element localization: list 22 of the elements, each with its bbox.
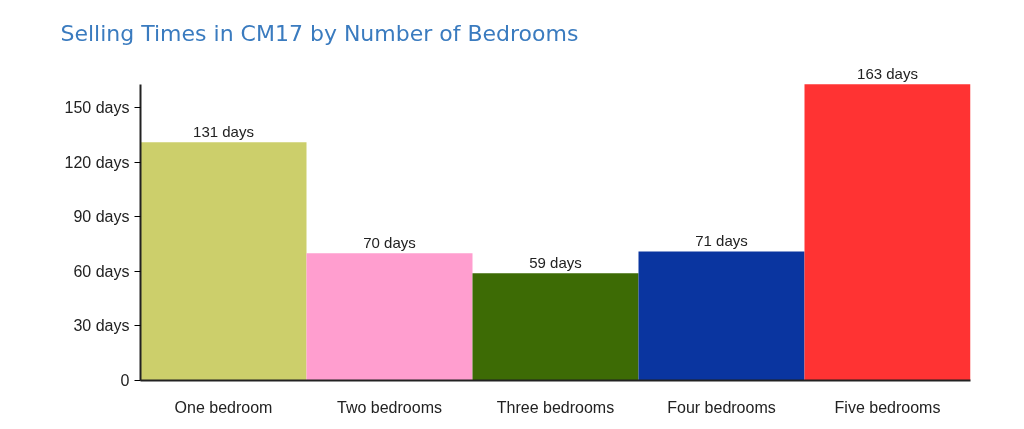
- x-tick-label: Two bedrooms: [337, 398, 442, 416]
- data-label: 163 days: [857, 65, 918, 83]
- chart-title: Selling Times in CM17 by Number of Bedrooms: [60, 20, 579, 46]
- x-tick-label: Four bedrooms: [667, 398, 776, 416]
- bar: [804, 84, 971, 381]
- y-tick-label: 0: [120, 372, 130, 389]
- y-tick-label: 30 days: [73, 317, 130, 335]
- bar: [472, 273, 639, 381]
- data-label: 71 days: [695, 232, 748, 250]
- data-label: 131 days: [193, 123, 254, 141]
- data-label: 70 days: [363, 234, 416, 252]
- bar: [140, 142, 307, 381]
- bar: [638, 251, 805, 381]
- y-tick-label: 150 days: [64, 99, 130, 117]
- y-tick-label: 60 days: [73, 262, 130, 280]
- x-tick-label: One bedroom: [174, 398, 273, 416]
- bar: [306, 253, 473, 381]
- y-tick-label: 90 days: [73, 208, 130, 226]
- y-tick-label: 120 days: [64, 153, 130, 171]
- data-label: 59 days: [529, 254, 582, 272]
- x-tick-label: Three bedrooms: [496, 398, 615, 416]
- x-tick-label: Five bedrooms: [834, 398, 941, 416]
